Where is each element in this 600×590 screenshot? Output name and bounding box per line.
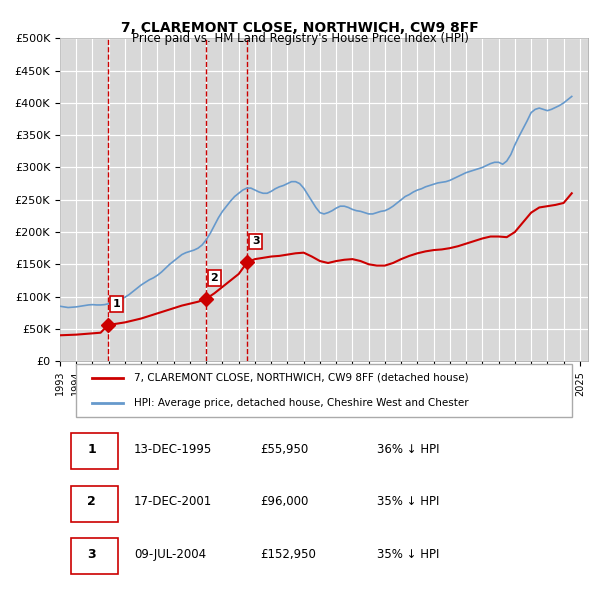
Text: 35% ↓ HPI: 35% ↓ HPI — [377, 496, 439, 509]
Text: 3: 3 — [88, 548, 96, 561]
Text: 35% ↓ HPI: 35% ↓ HPI — [377, 548, 439, 561]
Text: 3: 3 — [252, 237, 260, 246]
Text: 1: 1 — [113, 299, 121, 309]
Text: 1: 1 — [88, 443, 96, 456]
Text: £55,950: £55,950 — [260, 443, 309, 456]
Text: 2: 2 — [88, 496, 96, 509]
FancyBboxPatch shape — [71, 486, 118, 522]
Text: 17-DEC-2001: 17-DEC-2001 — [134, 496, 212, 509]
Text: 2: 2 — [211, 273, 218, 283]
FancyBboxPatch shape — [71, 433, 118, 469]
Text: 7, CLAREMONT CLOSE, NORTHWICH, CW9 8FF: 7, CLAREMONT CLOSE, NORTHWICH, CW9 8FF — [121, 21, 479, 35]
Text: 09-JUL-2004: 09-JUL-2004 — [134, 548, 206, 561]
Text: 7, CLAREMONT CLOSE, NORTHWICH, CW9 8FF (detached house): 7, CLAREMONT CLOSE, NORTHWICH, CW9 8FF (… — [134, 372, 469, 382]
FancyBboxPatch shape — [76, 364, 572, 417]
Text: £96,000: £96,000 — [260, 496, 309, 509]
Text: 36% ↓ HPI: 36% ↓ HPI — [377, 443, 439, 456]
Text: Price paid vs. HM Land Registry's House Price Index (HPI): Price paid vs. HM Land Registry's House … — [131, 32, 469, 45]
Text: HPI: Average price, detached house, Cheshire West and Chester: HPI: Average price, detached house, Ches… — [134, 398, 469, 408]
FancyBboxPatch shape — [71, 538, 118, 574]
Text: 13-DEC-1995: 13-DEC-1995 — [134, 443, 212, 456]
Text: £152,950: £152,950 — [260, 548, 317, 561]
